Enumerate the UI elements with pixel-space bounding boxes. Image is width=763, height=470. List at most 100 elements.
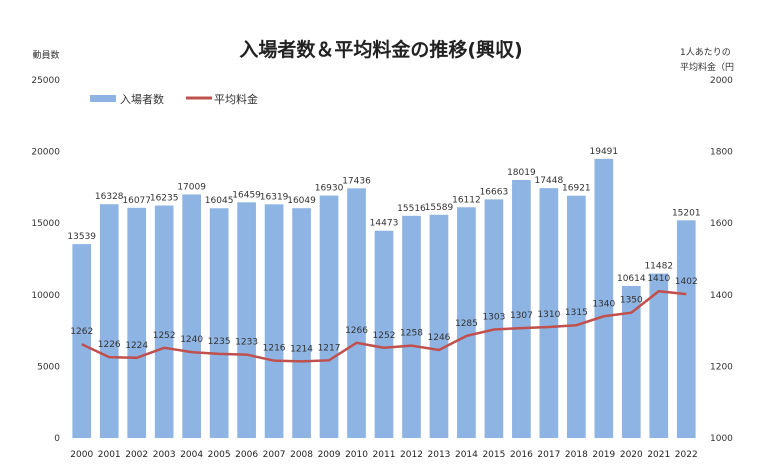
- bar: [649, 273, 669, 438]
- bar: [457, 207, 476, 438]
- line-value-label: 1307: [510, 311, 533, 321]
- x-tick-label: 2011: [373, 450, 396, 460]
- bar-value-label: 15201: [672, 208, 701, 218]
- x-tick-label: 2009: [318, 450, 341, 460]
- y-right-axis-label-line1: 1人あたりの: [680, 47, 731, 58]
- bar: [99, 204, 119, 438]
- x-tick-label: 2001: [98, 450, 121, 460]
- bar-value-label: 11482: [644, 262, 673, 272]
- line-value-label: 1402: [675, 277, 698, 287]
- y-left-tick-label: 5000: [37, 362, 60, 372]
- y-left-tick-label: 25000: [31, 76, 60, 86]
- bar: [621, 286, 641, 438]
- bar: [567, 195, 586, 438]
- bar-value-label: 16328: [95, 192, 124, 202]
- y-right-axis-label-line2: 平均料金（円: [680, 61, 734, 73]
- y-left-tick-label: 20000: [31, 148, 60, 158]
- price-line: [81, 289, 687, 363]
- legend-line-label: 平均料金: [214, 92, 258, 106]
- x-tick-label: 2004: [180, 450, 203, 460]
- y-right-tick-label: 1200: [710, 362, 733, 372]
- y-left-ticks: 0 5000 10000 15000 20000 25000: [31, 76, 60, 444]
- bar: [347, 188, 366, 438]
- line-value-label: 1340: [592, 299, 615, 309]
- line-value-label: 1303: [482, 313, 505, 323]
- bar-value-label: 16921: [562, 184, 591, 194]
- legend: 入場者数 平均料金: [90, 92, 258, 106]
- bar-value-label: 16930: [315, 184, 344, 194]
- line-value-label: 1224: [125, 341, 148, 351]
- bar: [484, 199, 504, 438]
- line-value-label: 1315: [565, 308, 588, 318]
- x-tick-label: 2005: [208, 450, 231, 460]
- y-left-axis-label: 動員数: [32, 49, 59, 61]
- y-right-tick-label: 2000: [710, 76, 733, 86]
- x-tick-label: 2002: [125, 450, 148, 460]
- bar: [264, 204, 284, 438]
- line-value-label: 1216: [263, 344, 286, 354]
- line-value-label: 1240: [180, 335, 203, 345]
- x-tick-label: 2003: [153, 450, 176, 460]
- bar-value-label: 17436: [342, 176, 371, 186]
- bar-value-label: 10614: [617, 274, 646, 284]
- x-tick-label: 2019: [592, 450, 615, 460]
- x-tick-label: 2013: [428, 450, 451, 460]
- bar-value-label: 16045: [205, 196, 234, 206]
- bar: [292, 208, 311, 438]
- line-value-label: 1233: [235, 338, 258, 348]
- bar: [72, 244, 92, 438]
- x-tick-label: 2008: [290, 450, 313, 460]
- x-tick-label: 2007: [263, 450, 286, 460]
- x-tick-label: 2006: [235, 450, 258, 460]
- y-left-tick-label: 10000: [31, 291, 60, 301]
- line-value-label: 1226: [98, 340, 121, 350]
- line-value-label: 1246: [428, 333, 451, 343]
- bar-value-label: 16049: [287, 196, 316, 206]
- y-left-tick-label: 15000: [31, 219, 60, 229]
- x-tick-label: 2016: [510, 450, 533, 460]
- bar-value-label: 16112: [452, 195, 481, 205]
- line-value-label: 1350: [620, 296, 643, 306]
- bar-value-label: 19491: [590, 147, 619, 157]
- line-value-label: 1262: [70, 327, 93, 337]
- bar: [594, 158, 614, 438]
- line-value-label: 1252: [373, 331, 396, 341]
- bar: [512, 179, 531, 438]
- x-tick-label: 2022: [675, 450, 698, 460]
- bar-value-label: 17009: [177, 182, 206, 192]
- bar-value-label: 15516: [397, 204, 426, 214]
- bar: [209, 208, 229, 438]
- bar: [539, 188, 559, 438]
- bar: [374, 230, 394, 438]
- x-tick-label: 2017: [537, 450, 560, 460]
- x-tick-label: 2010: [345, 450, 368, 460]
- bar: [319, 195, 339, 438]
- y-right-tick-label: 1000: [710, 434, 733, 444]
- y-right-tick-label: 1400: [710, 291, 733, 301]
- bar: [676, 220, 696, 438]
- legend-bar-swatch: [90, 95, 116, 102]
- line-value-label: 1217: [318, 343, 341, 353]
- legend-bar-label: 入場者数: [120, 93, 164, 106]
- x-tick-label: 2021: [647, 450, 670, 460]
- y-left-tick-label: 0: [54, 434, 60, 444]
- bar: [402, 215, 421, 438]
- line-value-label: 1235: [208, 337, 231, 347]
- bar-value-label: 18019: [507, 168, 536, 178]
- line-value-label: 1310: [537, 310, 560, 320]
- chart-title: 入場者数＆平均料金の推移(興収): [239, 38, 522, 61]
- x-tick-label: 2014: [455, 450, 478, 460]
- x-tick-label: 2015: [482, 450, 505, 460]
- x-ticks: 2000 2001 2002 2003 2004 2005 2006 2007 2008 2009…: [70, 450, 697, 460]
- bar: [182, 194, 201, 438]
- y-right-tick-label: 1600: [710, 219, 733, 229]
- bar: [127, 207, 147, 438]
- x-tick-label: 2000: [70, 450, 93, 460]
- line-value-label: 1410: [647, 274, 670, 284]
- bar: [154, 205, 174, 438]
- bar: [237, 202, 256, 438]
- line-value-label: 1214: [290, 344, 313, 354]
